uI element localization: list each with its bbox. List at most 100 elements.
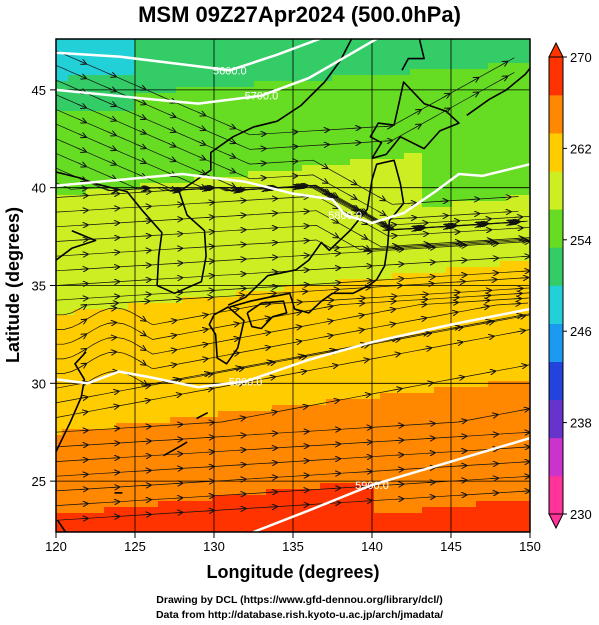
wind-arrow [363, 457, 372, 458]
wind-arrow [489, 273, 498, 274]
wind-arrow [137, 101, 146, 104]
colorbar-frame [548, 56, 564, 515]
wind-arrow [449, 302, 458, 303]
wind-arrow [458, 421, 466, 423]
streamline [56, 408, 530, 448]
wind-arrow [499, 76, 507, 80]
wind-arrow [489, 493, 498, 494]
wind-arrow [108, 147, 116, 150]
wind-arrow [205, 276, 214, 277]
wind-arrow [261, 347, 270, 348]
wind-arrow [348, 180, 356, 184]
wind-arrow [138, 346, 145, 350]
wind-arrow [419, 294, 428, 295]
wind-arrow [79, 284, 88, 285]
wind-arrow [108, 176, 116, 179]
wind-arrow [257, 134, 266, 135]
colorbar-tick-label: 246 [570, 324, 592, 339]
wind-arrow [332, 429, 340, 430]
wind-arrow [513, 315, 522, 317]
wind-arrow [79, 298, 88, 299]
wind-arrow [515, 238, 523, 239]
height-contour [253, 436, 530, 532]
wind-arrow [174, 424, 182, 425]
wind-arrow [111, 296, 119, 297]
wind-arrow [168, 335, 176, 337]
streamline [56, 431, 530, 462]
wind-arrow [137, 160, 146, 163]
wind-arrow [289, 187, 298, 188]
colorbar-tick-label: 262 [570, 141, 592, 156]
streamline [56, 446, 530, 477]
wind-arrow [137, 130, 146, 133]
wind-arrow [391, 247, 399, 248]
wind-arrow [237, 418, 245, 420]
wind-arrow [111, 472, 119, 473]
wind-arrow [266, 377, 275, 379]
streamline [56, 364, 530, 433]
wind-arrow [330, 289, 339, 290]
wind-arrow [482, 290, 491, 291]
wind-arrow [205, 437, 214, 438]
wind-arrow [295, 356, 303, 358]
wind-arrow [79, 210, 88, 211]
wind-arrow [378, 222, 385, 226]
wind-arrow [355, 303, 364, 304]
wind-arrow [174, 248, 182, 249]
wind-arrow [227, 140, 236, 143]
wind-arrow [78, 364, 86, 368]
wind-arrow [268, 433, 277, 434]
wind-arrow [237, 465, 246, 466]
wind-arrow [458, 245, 466, 246]
wind-arrow [489, 415, 498, 417]
wind-arrow [471, 214, 479, 215]
streamline [56, 270, 530, 301]
wind-arrow [289, 161, 297, 162]
wind-arrow [79, 430, 88, 431]
wind-arrow [320, 164, 327, 168]
wind-arrow [142, 192, 151, 193]
credit-line-2: Data from http://database.rish.kyoto-u.a… [155, 609, 444, 621]
wind-arrow [237, 244, 246, 245]
wind-arrow [299, 406, 308, 408]
wind-arrow [201, 373, 209, 374]
wind-arrow [197, 127, 205, 130]
wind-arrow [167, 114, 176, 117]
wind-arrow [227, 125, 236, 128]
wind-arrow [331, 400, 339, 402]
wind-arrow [407, 203, 416, 204]
wind-arrow [205, 202, 214, 203]
streamline [56, 210, 530, 248]
streamline [56, 490, 530, 521]
wind-arrow [487, 371, 495, 372]
wind-arrow [332, 253, 340, 254]
wind-arrow [471, 225, 480, 226]
wind-arrow [377, 196, 385, 200]
wind-arrow [408, 229, 416, 230]
wind-arrow [489, 258, 498, 259]
wind-arrow [289, 132, 297, 133]
wind-arrow [425, 284, 433, 285]
wind-arrow [426, 438, 435, 439]
wind-arrow [237, 494, 246, 495]
wind-arrow [520, 278, 528, 279]
wind-arrow [237, 274, 246, 275]
wind-arrow [78, 305, 86, 309]
wind-arrow [426, 453, 435, 454]
wind-arrow [298, 371, 306, 373]
wind-arrow [300, 446, 309, 447]
wind-arrow [263, 362, 272, 363]
coastline-segment [196, 411, 209, 420]
wind-arrow [78, 163, 85, 166]
wind-arrow [79, 474, 88, 475]
wind-arrow [227, 169, 236, 172]
x-axis: 120 125 130 135 140 145 150 [45, 532, 541, 554]
wind-arrow [363, 471, 372, 472]
contour-label: 5800.0 [328, 210, 362, 222]
wind-arrow [205, 511, 214, 512]
wind-arrow [324, 306, 333, 307]
wind-arrow [458, 275, 466, 276]
wind-arrow [488, 280, 497, 281]
wind-arrow [227, 154, 236, 157]
wind-arrow [324, 321, 333, 322]
